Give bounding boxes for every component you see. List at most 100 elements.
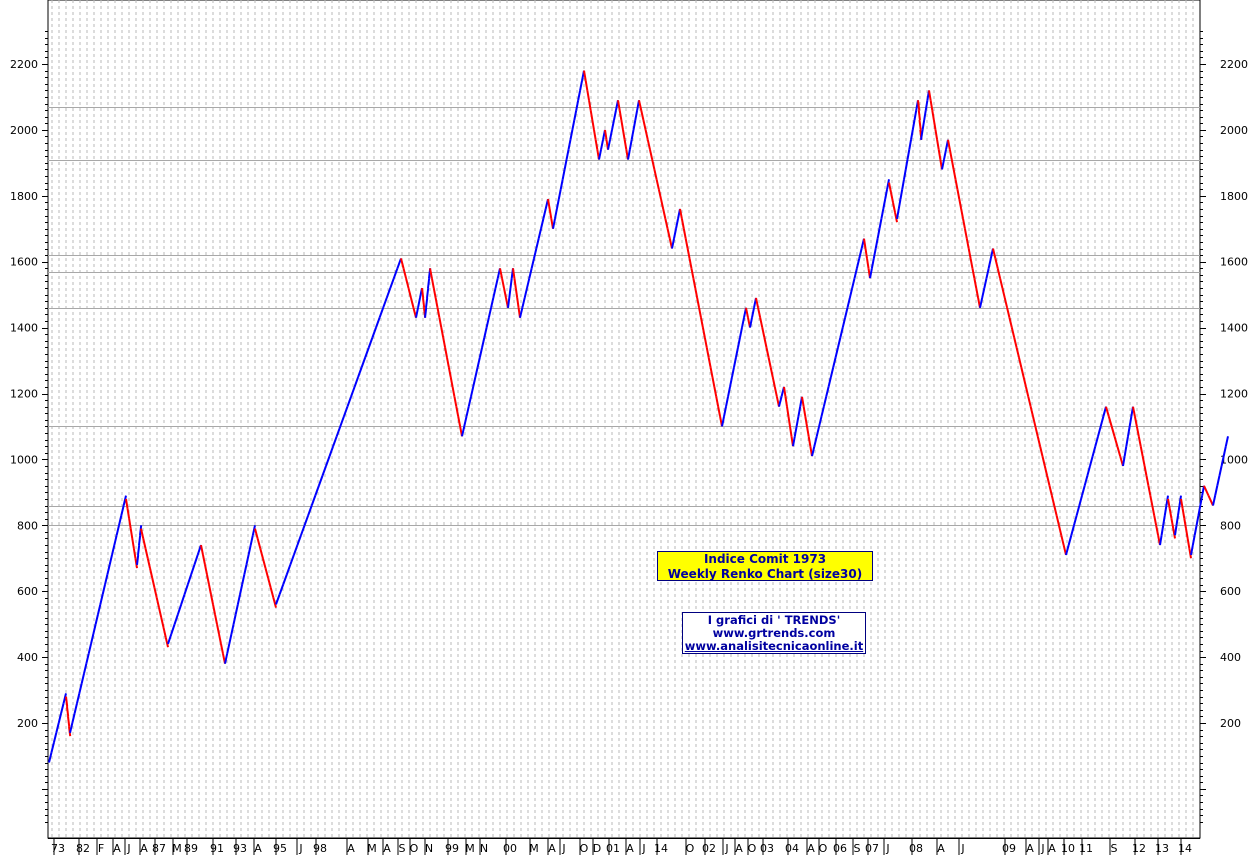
- down-brick: [679, 208, 683, 220]
- up-brick: [627, 149, 631, 160]
- up-brick: [886, 179, 890, 190]
- down-brick: [132, 548, 137, 559]
- down-brick: [975, 287, 980, 299]
- up-brick: [985, 268, 990, 279]
- down-brick: [164, 637, 169, 648]
- down-brick: [698, 307, 702, 318]
- down-brick: [765, 347, 770, 358]
- down-brick: [267, 577, 272, 589]
- down-brick: [651, 159, 656, 170]
- down-brick: [149, 567, 154, 579]
- up-brick: [92, 623, 97, 635]
- up-brick: [1070, 525, 1075, 536]
- down-brick: [1143, 465, 1148, 477]
- down-brick: [703, 337, 708, 348]
- x-tick-label: O: [748, 842, 757, 855]
- x-tick-label: 95: [273, 842, 287, 855]
- down-brick: [1008, 317, 1013, 328]
- down-brick: [422, 297, 426, 308]
- up-brick: [483, 327, 488, 338]
- down-brick: [206, 574, 210, 585]
- up-brick: [844, 307, 849, 318]
- up-brick: [325, 455, 331, 467]
- x-tick-label: J: [641, 842, 645, 855]
- down-brick: [767, 357, 772, 368]
- x-tick-label: 89: [184, 842, 198, 855]
- up-brick: [533, 248, 538, 259]
- x-tick-label: A: [548, 842, 556, 855]
- x-tick-label: 04: [785, 842, 799, 855]
- up-brick: [874, 238, 879, 249]
- up-brick: [721, 416, 725, 427]
- down-brick: [516, 297, 520, 308]
- up-brick: [99, 594, 104, 605]
- up-brick: [607, 139, 611, 150]
- x-tick-label: S: [1111, 842, 1118, 855]
- up-brick: [839, 327, 844, 338]
- up-brick: [289, 554, 295, 566]
- down-brick: [1170, 518, 1175, 529]
- down-brick: [890, 192, 894, 203]
- down-brick: [807, 436, 812, 447]
- up-brick: [367, 337, 374, 348]
- down-brick: [216, 623, 220, 635]
- up-brick: [60, 702, 65, 714]
- down-brick: [503, 287, 507, 299]
- x-tick-label: 09: [1002, 842, 1016, 855]
- up-brick: [1160, 525, 1165, 536]
- down-brick: [892, 202, 896, 213]
- up-brick: [226, 643, 231, 655]
- down-brick: [405, 277, 410, 289]
- x-tick-label: 87: [152, 842, 166, 855]
- x-tick-label: 07: [865, 842, 879, 855]
- up-brick: [1199, 495, 1204, 506]
- up-brick: [101, 584, 106, 595]
- down-brick: [999, 277, 1004, 289]
- up-brick: [183, 584, 189, 595]
- up-brick: [1175, 515, 1179, 526]
- down-brick: [1029, 406, 1035, 417]
- up-brick: [725, 396, 729, 407]
- down-brick: [958, 198, 963, 210]
- down-brick: [410, 297, 415, 309]
- up-brick: [552, 218, 556, 229]
- down-brick: [202, 554, 206, 566]
- down-brick: [745, 307, 749, 318]
- x-tick-label: 08: [909, 842, 923, 855]
- down-brick: [787, 416, 791, 427]
- y-tick-label-left: 1200: [10, 388, 38, 401]
- up-brick: [613, 109, 617, 121]
- down-brick: [1168, 508, 1173, 519]
- credits-link[interactable]: www.analisitecnicaonline.it: [684, 639, 864, 653]
- up-brick: [136, 554, 140, 565]
- down-brick: [455, 406, 460, 417]
- up-brick: [48, 752, 53, 763]
- down-brick: [771, 376, 776, 388]
- up-brick: [1075, 505, 1081, 516]
- up-brick: [827, 376, 832, 388]
- down-brick: [1046, 475, 1051, 486]
- up-brick: [846, 297, 851, 309]
- down-brick: [996, 268, 1002, 279]
- down-brick: [272, 597, 277, 608]
- up-brick: [461, 426, 466, 437]
- up-brick: [741, 317, 745, 328]
- up-brick: [910, 129, 914, 140]
- down-brick: [402, 268, 407, 279]
- up-brick: [749, 317, 753, 328]
- up-brick: [569, 129, 574, 140]
- x-tick-label: 14: [654, 842, 668, 855]
- up-brick: [382, 297, 388, 309]
- up-brick: [858, 248, 863, 259]
- down-brick: [786, 406, 790, 417]
- down-brick: [992, 248, 997, 259]
- x-tick-label: 03: [760, 842, 774, 855]
- down-brick: [1181, 508, 1186, 519]
- down-brick: [962, 218, 966, 229]
- up-brick: [813, 436, 818, 447]
- down-brick: [155, 597, 160, 608]
- down-brick: [1139, 446, 1144, 457]
- y-tick-label-right: 400: [1220, 651, 1241, 664]
- up-brick: [346, 396, 352, 408]
- up-brick: [797, 406, 802, 417]
